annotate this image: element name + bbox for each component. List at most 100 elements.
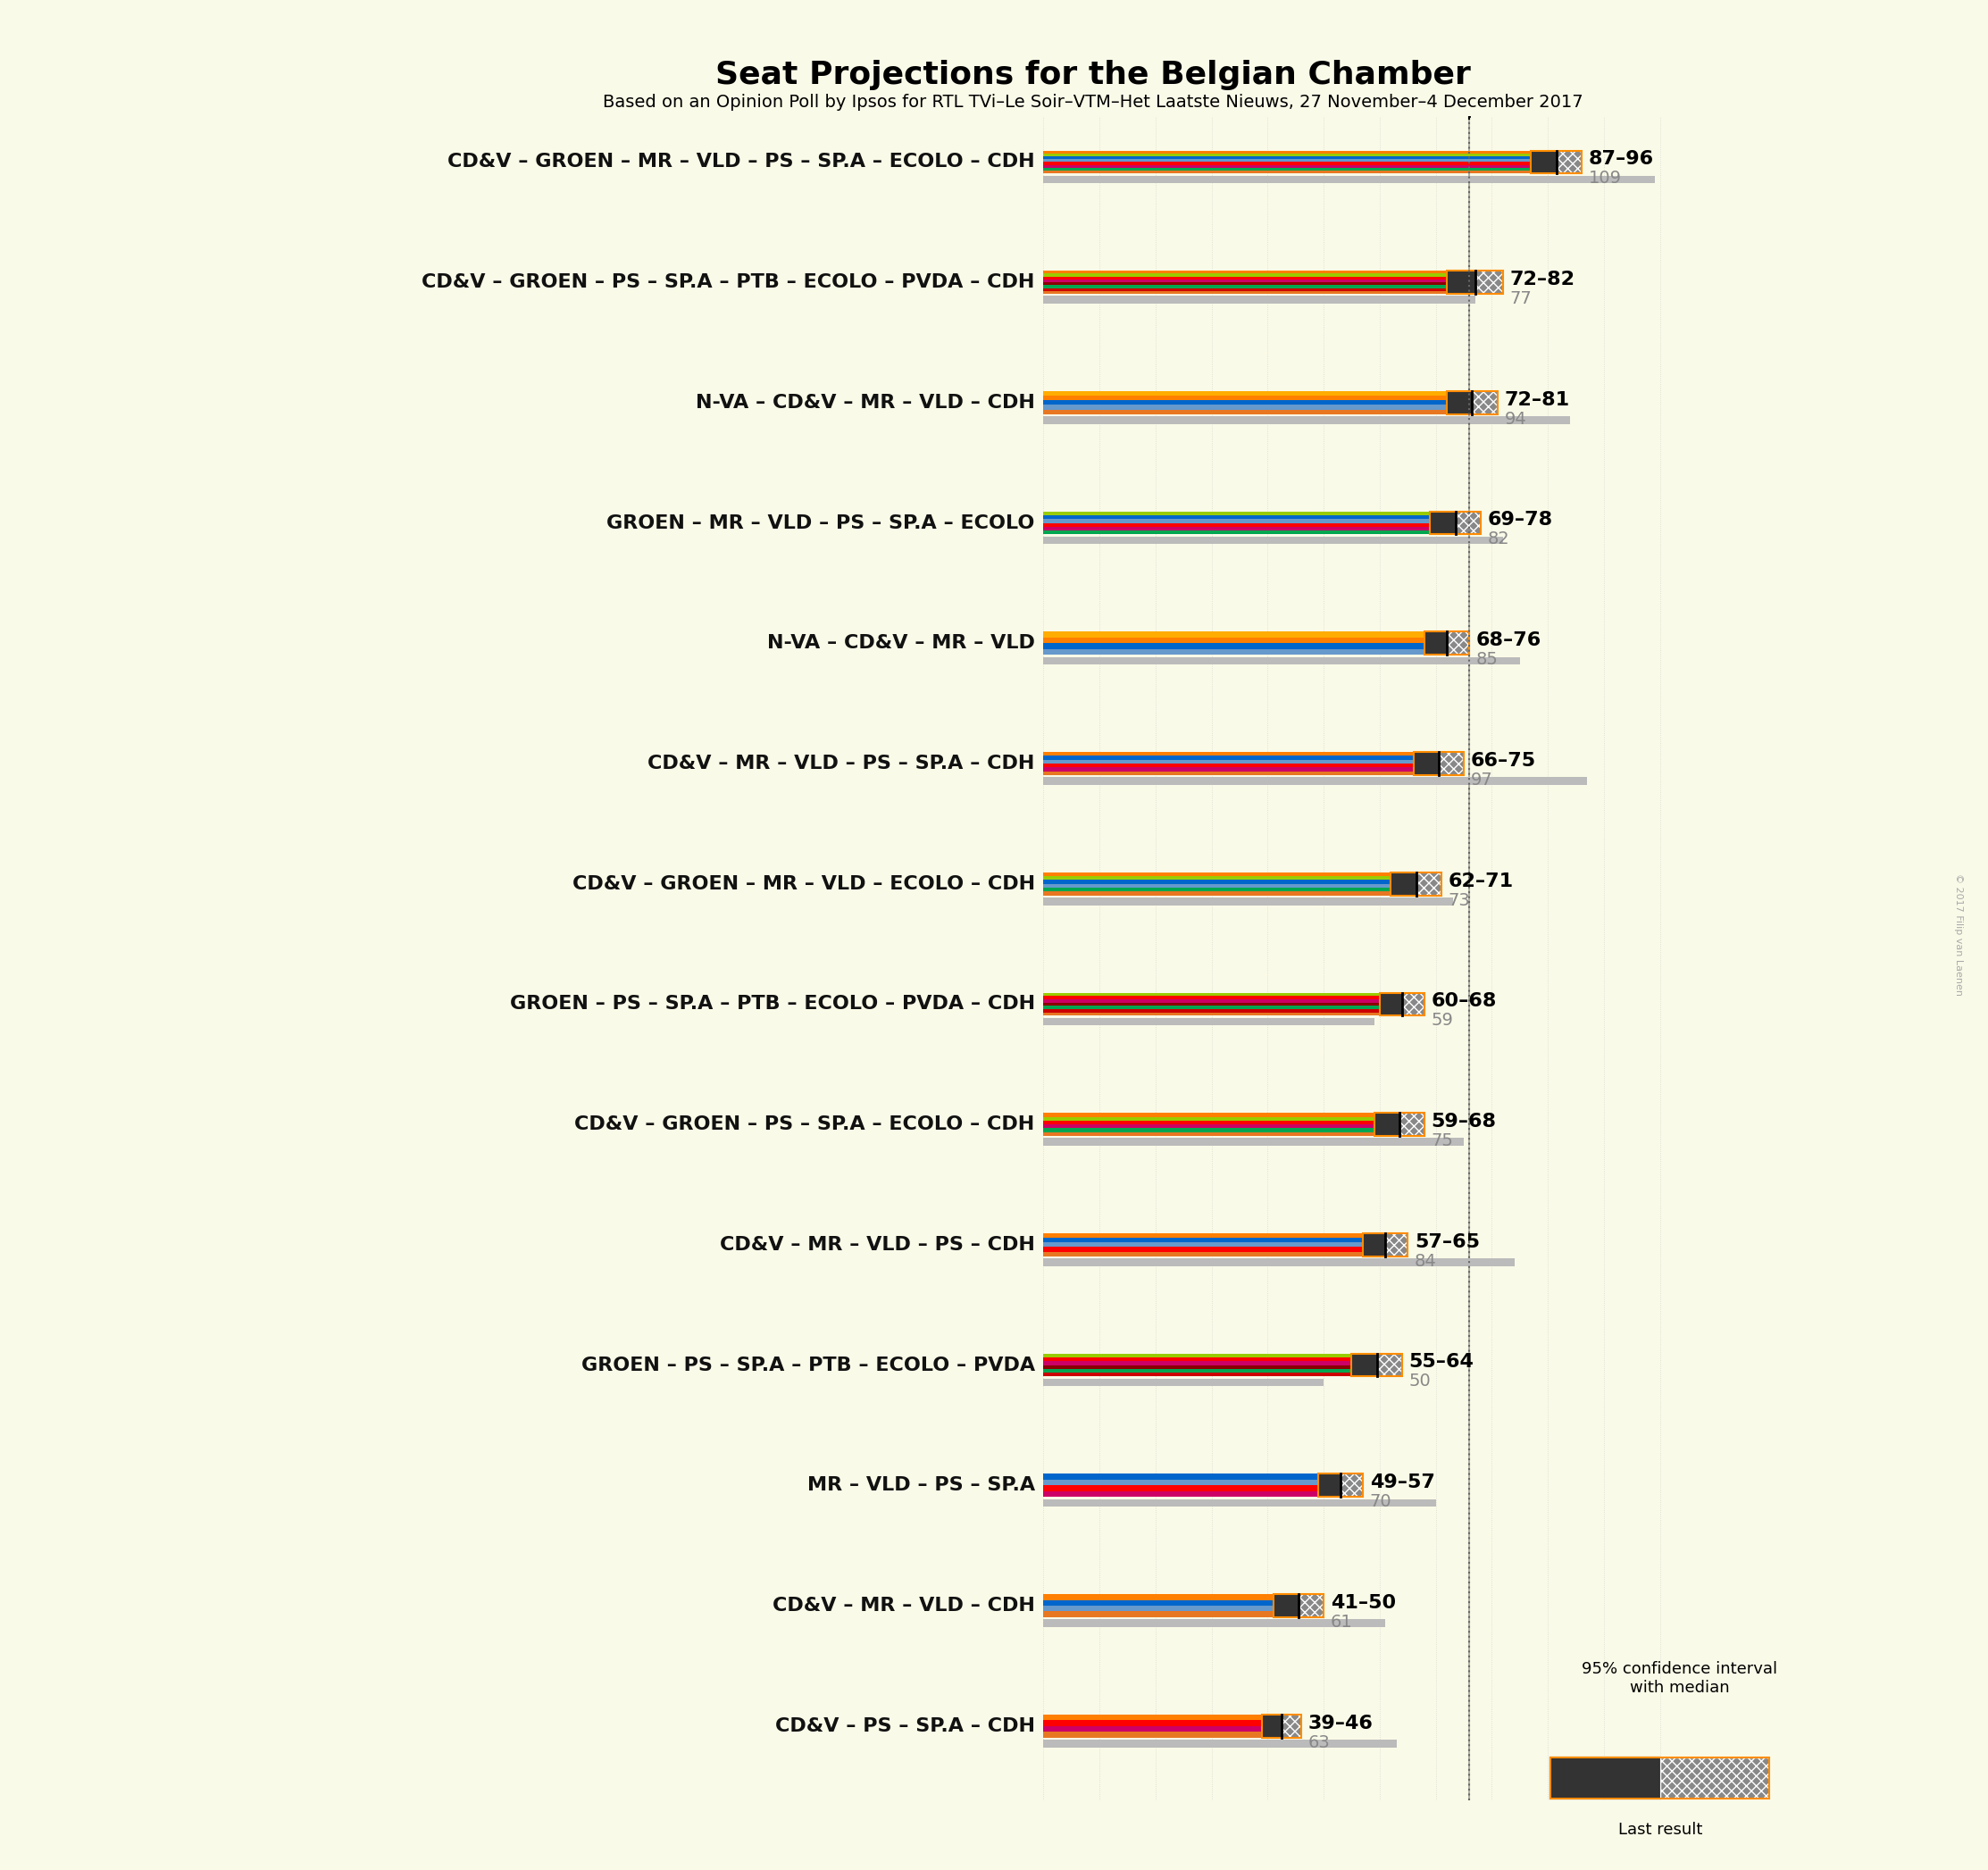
- Bar: [1044, 1128, 1425, 1131]
- Bar: [1044, 1120, 1425, 1124]
- Bar: [1044, 176, 1654, 183]
- Bar: [1044, 1017, 1374, 1025]
- Bar: [1439, 752, 1463, 774]
- Bar: [1352, 1354, 1402, 1376]
- Bar: [1044, 292, 1503, 294]
- Bar: [1272, 1593, 1324, 1618]
- Text: 49–57: 49–57: [1370, 1474, 1435, 1492]
- Bar: [1392, 871, 1441, 896]
- Bar: [1044, 1365, 1402, 1369]
- Bar: [1044, 1361, 1402, 1365]
- Text: 72–81: 72–81: [1505, 391, 1569, 410]
- Bar: [1044, 656, 1521, 664]
- Bar: [1402, 993, 1425, 1015]
- Bar: [1044, 1732, 1302, 1737]
- Bar: [1044, 1113, 1425, 1116]
- Bar: [1044, 1131, 1425, 1135]
- Bar: [1044, 770, 1463, 774]
- Bar: [1044, 165, 1582, 168]
- Bar: [1044, 643, 1469, 649]
- Bar: [1044, 1619, 1386, 1627]
- Bar: [1425, 632, 1469, 654]
- Bar: [1044, 888, 1441, 892]
- Text: 97: 97: [1471, 772, 1493, 789]
- Bar: [1413, 752, 1463, 774]
- Bar: [1044, 763, 1463, 767]
- Bar: [1044, 159, 1582, 163]
- Text: 66–75: 66–75: [1471, 752, 1537, 770]
- Bar: [1262, 1715, 1302, 1737]
- Text: 95% confidence interval
with median: 95% confidence interval with median: [1582, 1661, 1777, 1696]
- Bar: [1044, 1010, 1425, 1012]
- Bar: [1044, 273, 1503, 277]
- Bar: [1044, 279, 1503, 282]
- Bar: [1400, 1113, 1425, 1135]
- Bar: [1044, 516, 1481, 520]
- Bar: [1044, 885, 1441, 888]
- Bar: [1044, 632, 1469, 638]
- Bar: [1262, 1715, 1282, 1737]
- Bar: [1044, 520, 1481, 524]
- Text: CD&V – MR – VLD – PS – CDH: CD&V – MR – VLD – PS – CDH: [720, 1236, 1036, 1253]
- Bar: [1044, 410, 1497, 413]
- Bar: [1044, 537, 1503, 544]
- Bar: [1044, 1002, 1425, 1006]
- Text: GROEN – PS – SP.A – PTB – ECOLO – PVDA – CDH: GROEN – PS – SP.A – PTB – ECOLO – PVDA –…: [509, 995, 1036, 1014]
- Text: CD&V – MR – VLD – CDH: CD&V – MR – VLD – CDH: [773, 1597, 1036, 1614]
- Bar: [1044, 1006, 1425, 1010]
- Bar: [1392, 871, 1415, 896]
- Bar: [1447, 391, 1473, 413]
- Text: 75: 75: [1431, 1133, 1453, 1150]
- Bar: [1352, 1354, 1378, 1376]
- Bar: [1044, 1373, 1402, 1376]
- Text: 57–65: 57–65: [1415, 1232, 1479, 1251]
- Bar: [1425, 632, 1447, 654]
- Bar: [1044, 168, 1582, 170]
- Text: 68–76: 68–76: [1477, 632, 1541, 649]
- Bar: [1447, 271, 1475, 294]
- Bar: [1044, 1715, 1302, 1720]
- Bar: [1374, 1113, 1425, 1135]
- Bar: [1413, 752, 1439, 774]
- Bar: [1044, 417, 1571, 424]
- Text: CD&V – GROEN – MR – VLD – PS – SP.A – ECOLO – CDH: CD&V – GROEN – MR – VLD – PS – SP.A – EC…: [447, 153, 1036, 170]
- Text: CD&V – GROEN – PS – SP.A – ECOLO – CDH: CD&V – GROEN – PS – SP.A – ECOLO – CDH: [575, 1116, 1036, 1133]
- Bar: [1044, 1247, 1408, 1251]
- Bar: [1447, 271, 1503, 294]
- Bar: [1044, 898, 1453, 905]
- Bar: [1044, 511, 1481, 516]
- Text: 60–68: 60–68: [1431, 993, 1497, 1010]
- Bar: [1340, 1474, 1364, 1496]
- Bar: [1044, 649, 1469, 654]
- Text: © 2017 Filip van Laenen: © 2017 Filip van Laenen: [1954, 873, 1962, 997]
- Bar: [1044, 1490, 1364, 1496]
- Bar: [1044, 638, 1469, 643]
- Bar: [1447, 391, 1497, 413]
- Bar: [1282, 1715, 1302, 1737]
- Bar: [1044, 1116, 1425, 1120]
- Text: 109: 109: [1588, 170, 1622, 187]
- Bar: [1044, 396, 1497, 400]
- Bar: [1044, 997, 1425, 999]
- Bar: [1531, 150, 1557, 174]
- Text: N-VA – CD&V – MR – VLD: N-VA – CD&V – MR – VLD: [767, 634, 1036, 653]
- Bar: [1044, 150, 1582, 153]
- Bar: [1044, 1012, 1425, 1015]
- Text: GROEN – PS – SP.A – PTB – ECOLO – PVDA: GROEN – PS – SP.A – PTB – ECOLO – PVDA: [580, 1356, 1036, 1374]
- Bar: [1044, 1369, 1402, 1373]
- Bar: [1475, 271, 1503, 294]
- Bar: [1318, 1474, 1340, 1496]
- Text: 82: 82: [1487, 531, 1509, 548]
- Bar: [1374, 1113, 1400, 1135]
- Bar: [1364, 1232, 1386, 1257]
- Text: 70: 70: [1370, 1494, 1392, 1511]
- Bar: [1386, 1232, 1408, 1257]
- Bar: [1044, 1139, 1463, 1146]
- Bar: [1044, 881, 1441, 885]
- Bar: [1044, 531, 1481, 535]
- Bar: [1044, 993, 1425, 997]
- Text: CD&V – PS – SP.A – CDH: CD&V – PS – SP.A – CDH: [775, 1717, 1036, 1735]
- Text: 59–68: 59–68: [1431, 1113, 1497, 1131]
- Bar: [1044, 282, 1503, 284]
- Bar: [1044, 527, 1481, 531]
